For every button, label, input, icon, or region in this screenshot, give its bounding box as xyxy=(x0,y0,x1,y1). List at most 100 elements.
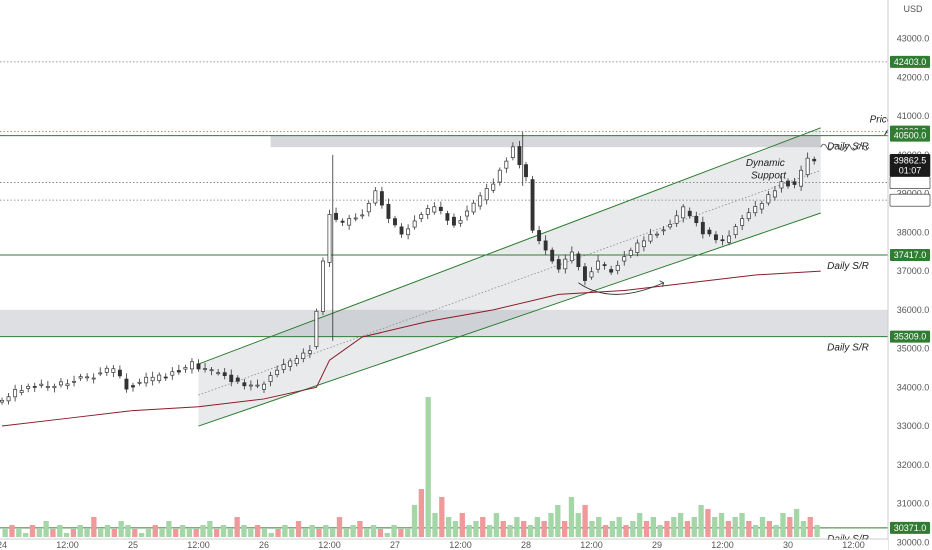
volume-bar xyxy=(643,521,650,537)
volume-bar xyxy=(104,525,111,537)
volume-bar xyxy=(350,525,356,537)
candle-body xyxy=(203,368,207,370)
candle-body xyxy=(0,399,4,403)
volume-bar xyxy=(575,513,581,537)
volume-bar xyxy=(16,529,22,537)
candle-body xyxy=(668,223,673,228)
candle-body xyxy=(183,367,188,370)
candle-body xyxy=(196,363,201,370)
volume-bar xyxy=(541,521,547,537)
volume-bar xyxy=(254,525,261,537)
volume-bar xyxy=(357,521,363,537)
volume-bar xyxy=(125,525,131,537)
volume-bar xyxy=(98,529,104,537)
volume-bar xyxy=(548,513,554,537)
candle-body xyxy=(406,228,411,236)
moving-average-line xyxy=(1,270,821,427)
volume-bar xyxy=(793,509,800,537)
volume-bar xyxy=(759,517,766,537)
candle-body xyxy=(733,226,738,235)
volume-bar xyxy=(295,521,302,537)
candle-body xyxy=(124,378,129,390)
time-axis-panel xyxy=(0,540,888,550)
sr-label: Daily S/R xyxy=(827,343,869,354)
volume-bar xyxy=(63,533,70,537)
candle-body xyxy=(772,190,777,198)
x-tick-label: 12:00 xyxy=(318,540,341,550)
volume-bar xyxy=(336,517,343,537)
candle-body xyxy=(314,310,319,347)
volume-bar xyxy=(773,525,779,537)
candle-body xyxy=(524,164,528,178)
candle-body xyxy=(648,234,653,242)
volume-bar xyxy=(486,525,493,537)
candle-body xyxy=(235,377,240,382)
sr-zone-35k xyxy=(0,309,888,337)
volume-bar xyxy=(684,521,691,537)
price-tag-label: 39862.5 xyxy=(894,155,927,165)
dynamic-support-label-line1: Dynamic xyxy=(746,158,785,169)
volume-bar xyxy=(2,529,8,537)
volume-bar xyxy=(787,517,793,537)
candle-body xyxy=(694,216,699,224)
x-tick-label: 12:00 xyxy=(56,540,79,550)
price-tag-label: 30371.0 xyxy=(894,523,927,533)
volume-bar xyxy=(377,529,384,537)
candle-body xyxy=(104,367,109,373)
candle-body xyxy=(491,183,496,191)
candle-body xyxy=(786,180,790,187)
volume-bar xyxy=(480,517,486,537)
price-tag-label: 40500.0 xyxy=(894,131,927,141)
y-tick-label: 43000.0 xyxy=(897,34,930,44)
volume-bar xyxy=(384,533,390,537)
y-tick-label: 37000.0 xyxy=(897,266,930,276)
candle-body xyxy=(157,374,162,381)
candle-body xyxy=(248,384,253,387)
volume-bar xyxy=(664,521,670,537)
candle-body xyxy=(360,214,365,217)
candle-body xyxy=(170,371,175,376)
candle-body xyxy=(452,216,456,226)
volume-bar xyxy=(609,521,616,537)
bounce-arrow xyxy=(578,282,664,295)
volume-bar xyxy=(425,397,431,537)
apex-projection-wave xyxy=(820,143,870,151)
candle-body xyxy=(432,206,437,213)
volume-bar xyxy=(261,529,268,537)
volume-bar xyxy=(77,525,83,537)
price-tag-box xyxy=(890,55,930,68)
candle-body xyxy=(438,206,443,212)
volume-bar xyxy=(405,529,411,537)
y-tick-label: 35000.0 xyxy=(897,344,930,354)
y-tick-label: 32000.0 xyxy=(897,460,930,470)
volume-bar xyxy=(439,497,445,537)
candle-body xyxy=(242,382,247,387)
sr-zone-40k xyxy=(270,135,821,148)
candle-body xyxy=(792,181,797,185)
volume-bar xyxy=(507,525,513,537)
x-tick-label: 12:00 xyxy=(449,540,472,550)
candle-body xyxy=(334,212,339,220)
candle-body xyxy=(799,169,804,187)
y-tick-label: 39000.0 xyxy=(897,189,930,199)
volume-bar xyxy=(91,517,97,537)
x-tick-label: 28 xyxy=(521,540,531,550)
candle-body xyxy=(635,242,640,253)
price-tag-label: 37417.0 xyxy=(894,250,927,260)
candle-body xyxy=(713,234,718,241)
volume-bar xyxy=(50,529,56,537)
candle-body xyxy=(517,146,522,166)
volume-bar xyxy=(561,521,568,537)
candle-body xyxy=(425,208,430,215)
volume-bar xyxy=(589,521,595,537)
volume-bar xyxy=(705,509,711,537)
candle-body xyxy=(419,214,424,219)
candle-body xyxy=(386,203,391,219)
volume-bar xyxy=(671,517,677,537)
volume-bar xyxy=(343,529,349,537)
candle-body xyxy=(393,218,397,226)
volume-bar xyxy=(514,517,520,537)
volume-bar xyxy=(268,533,274,537)
candle-body xyxy=(681,206,686,219)
